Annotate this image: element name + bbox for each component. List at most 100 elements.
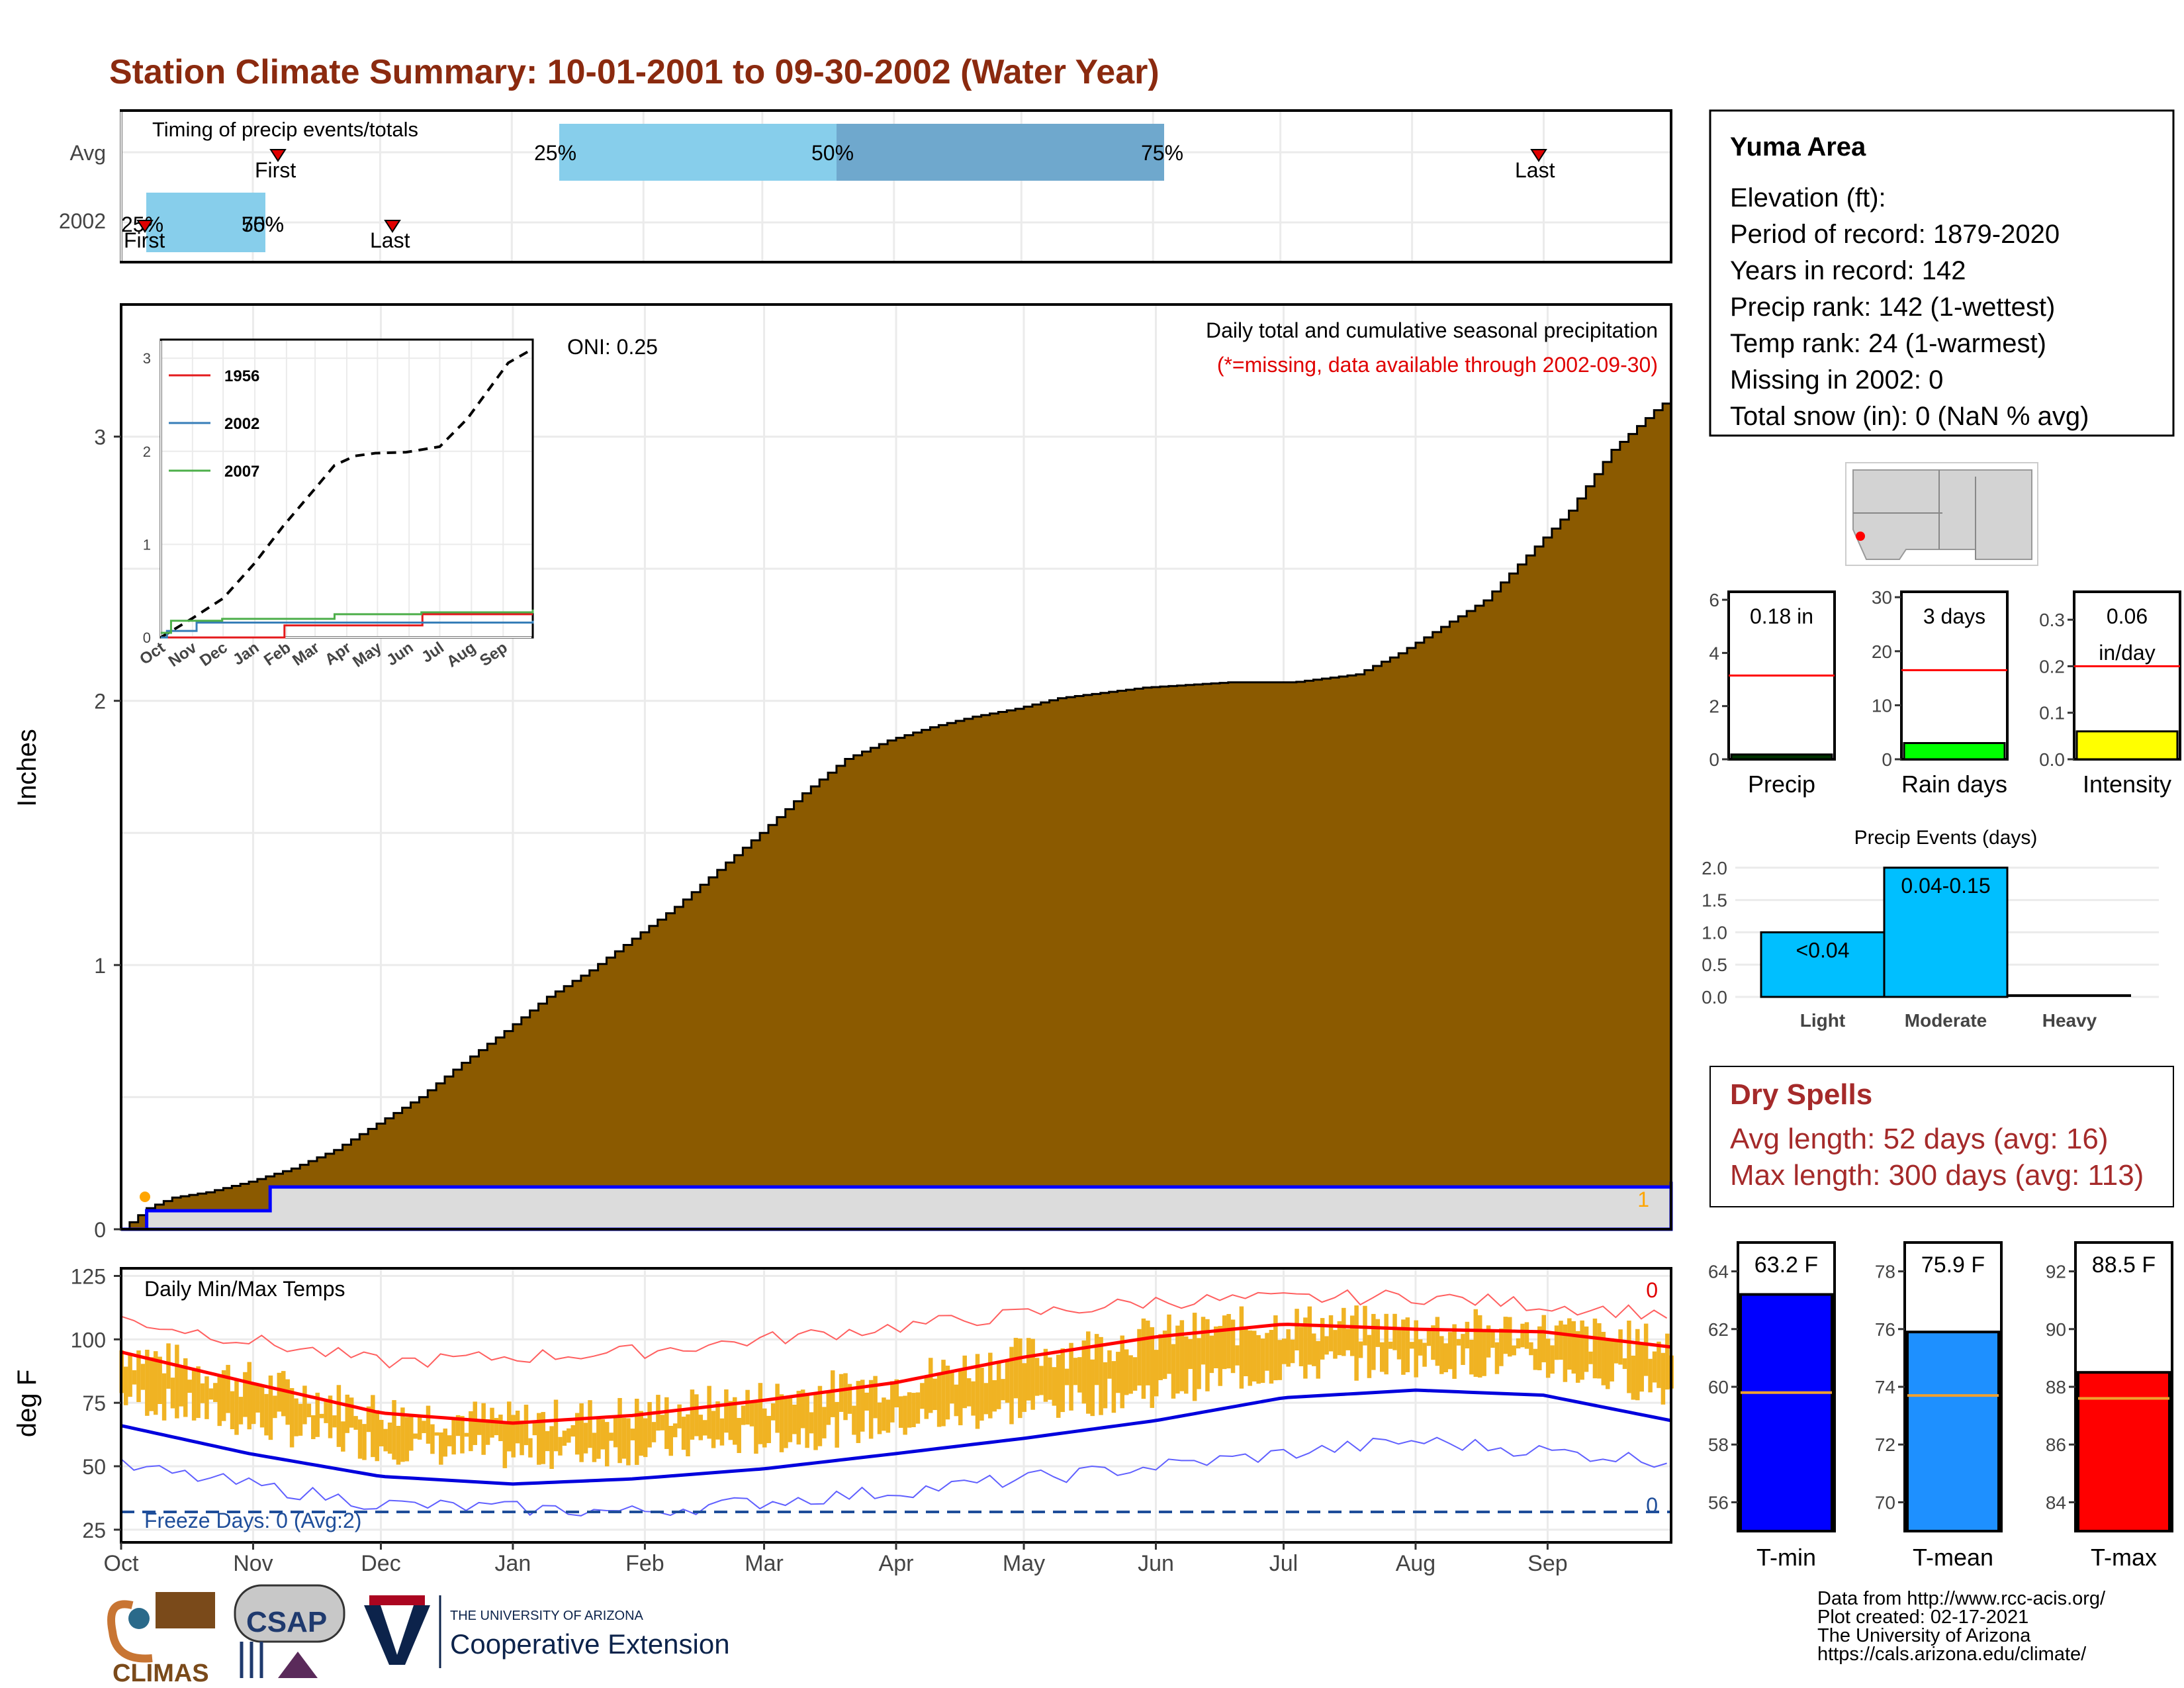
- daily-temp-bar: [455, 1415, 461, 1436]
- daily-temp-bar: [319, 1413, 324, 1419]
- daily-temp-bar: [1520, 1323, 1525, 1348]
- tmin-bar-chart: 56 58 60 62 64 63.2 F T-min: [1708, 1241, 1836, 1571]
- daily-temp-bar: [230, 1391, 235, 1430]
- daily-temp-bar: [1605, 1339, 1610, 1389]
- daily-temp-bar: [1618, 1329, 1623, 1365]
- events-bar-label: 0.04-0.15: [1901, 874, 1990, 898]
- daily-temp-bar: [1665, 1333, 1670, 1390]
- mini-tick-label: 0: [1882, 749, 1892, 770]
- daily-temp-bar: [140, 1364, 146, 1390]
- daily-temp-bar: [520, 1420, 524, 1456]
- temp-ylabel: deg F: [13, 1370, 42, 1437]
- daily-temp-bar: [392, 1400, 396, 1460]
- daily-temp-bar: [1239, 1306, 1244, 1389]
- daily-temp-bar: [583, 1423, 588, 1454]
- daily-temp-bar: [541, 1412, 545, 1464]
- inset-series-normal: [159, 348, 533, 639]
- daily-temp-bar: [226, 1364, 230, 1413]
- daily-temp-bar: [1179, 1320, 1185, 1391]
- daily-temp-bar: [1060, 1348, 1065, 1413]
- events-bar: [1883, 867, 2009, 998]
- normal-min-line: [120, 1388, 1672, 1486]
- daily-temp-bar: [430, 1424, 435, 1454]
- daily-temp-bar: [562, 1430, 567, 1446]
- daily-temp-bar: [1230, 1319, 1236, 1374]
- daily-temp-bar: [915, 1392, 921, 1424]
- daily-temp-bar: [686, 1414, 690, 1457]
- station-line-2: Period of record: 1879-2020: [1730, 220, 2060, 249]
- ua-small-text: THE UNIVERSITY OF ARIZONA: [450, 1609, 644, 1623]
- tbar-label: T-max: [2091, 1544, 2157, 1571]
- daily-temp-bar: [1251, 1331, 1257, 1382]
- daily-temp-bar: [1018, 1338, 1023, 1419]
- daily-temp-bar: [864, 1392, 869, 1411]
- daily-temp-bar: [549, 1426, 554, 1470]
- daily-temp-bar: [749, 1401, 754, 1427]
- daily-temp-bar: [1622, 1358, 1627, 1370]
- daily-temp-bar: [217, 1374, 222, 1427]
- daily-temp-bar: [417, 1415, 422, 1440]
- precip-ytick-label: 1: [94, 954, 106, 978]
- daily-temp-bar: [243, 1372, 248, 1417]
- mini-chart-label: Precip: [1748, 771, 1815, 798]
- daily-temp-bar: [1039, 1366, 1044, 1395]
- daily-temp-bar: [434, 1432, 439, 1436]
- events-tick-label: 2.0: [1702, 858, 1727, 878]
- tbar-tick-label: 88: [2046, 1377, 2066, 1397]
- daily-temp-bar: [894, 1379, 899, 1408]
- daily-temp-bar: [758, 1383, 763, 1444]
- daily-temp-bar: [903, 1395, 907, 1435]
- daily-temp-bar: [371, 1395, 375, 1458]
- daily-temp-bar: [1405, 1317, 1410, 1372]
- y2002-q50-label: 50%: [242, 212, 284, 236]
- daily-temp-bar: [439, 1432, 443, 1465]
- daily-temp-bar: [285, 1379, 290, 1425]
- mini-value-label: in/day: [2099, 641, 2155, 665]
- daily-temp-bar: [1150, 1327, 1155, 1408]
- daily-temp-bar: [698, 1415, 704, 1440]
- daily-temp-bar: [1124, 1349, 1129, 1395]
- daily-temp-bar: [149, 1357, 154, 1411]
- daily-temp-bar: [136, 1350, 141, 1403]
- daily-temp-bar: [328, 1395, 333, 1438]
- daily-temp-bar: [979, 1368, 984, 1421]
- daily-temp-bar: [1034, 1358, 1040, 1396]
- daily-temp-bar: [1503, 1317, 1508, 1354]
- daily-temp-bar: [523, 1405, 529, 1446]
- daily-temp-bar: [332, 1415, 337, 1428]
- normal-max-line: [120, 1323, 1672, 1425]
- mini-value-label: 3 days: [1923, 604, 1985, 628]
- daily-temp-bar: [635, 1398, 639, 1465]
- daily-temp-bar: [609, 1432, 614, 1441]
- daily-temp-bar: [1426, 1330, 1432, 1346]
- station-line-7: Total snow (in): 0 (NaN % avg): [1730, 402, 2089, 431]
- dry-line-2: Max length: 300 days (avg: 113): [1730, 1159, 2144, 1192]
- daily-temp-bar: [579, 1403, 584, 1462]
- daily-temp-bar: [1486, 1325, 1491, 1358]
- temp-xtick-label: Dec: [361, 1551, 400, 1576]
- daily-temp-bar: [1303, 1317, 1308, 1379]
- daily-temp-bar: [1022, 1363, 1027, 1412]
- daily-temp-bar: [481, 1403, 486, 1455]
- page-title: Station Climate Summary: 10-01-2001 to 0…: [109, 53, 1160, 91]
- daily-temp-bar: [988, 1352, 993, 1419]
- tmax-bar-chart: 84 86 88 90 92 88.5 F T-max: [2046, 1241, 2173, 1571]
- daily-temp-bar: [1154, 1350, 1159, 1397]
- events-tick-label: 1.5: [1702, 890, 1727, 911]
- daily-temp-bar: [221, 1370, 226, 1421]
- daily-temp-bar: [302, 1385, 307, 1425]
- temp-xtick-label: Apr: [879, 1551, 914, 1576]
- timing-label: Timing of precip events/totals: [152, 118, 418, 141]
- precip-ylabel: Inches: [13, 729, 42, 807]
- mini-tick-label: 4: [1709, 643, 1719, 663]
- daily-temp-bar: [1422, 1342, 1427, 1367]
- daily-temp-bar: [690, 1389, 695, 1440]
- inset-series-1956: [161, 613, 533, 639]
- daily-temp-bar: [170, 1378, 175, 1409]
- daily-temp-bar: [1324, 1336, 1329, 1355]
- daily-temp-bar: [588, 1400, 592, 1448]
- daily-temp-bar: [357, 1419, 363, 1459]
- daily-temp-bar: [366, 1406, 371, 1432]
- daily-temp-bar: [1610, 1338, 1614, 1382]
- daily-temp-bar: [1592, 1318, 1598, 1379]
